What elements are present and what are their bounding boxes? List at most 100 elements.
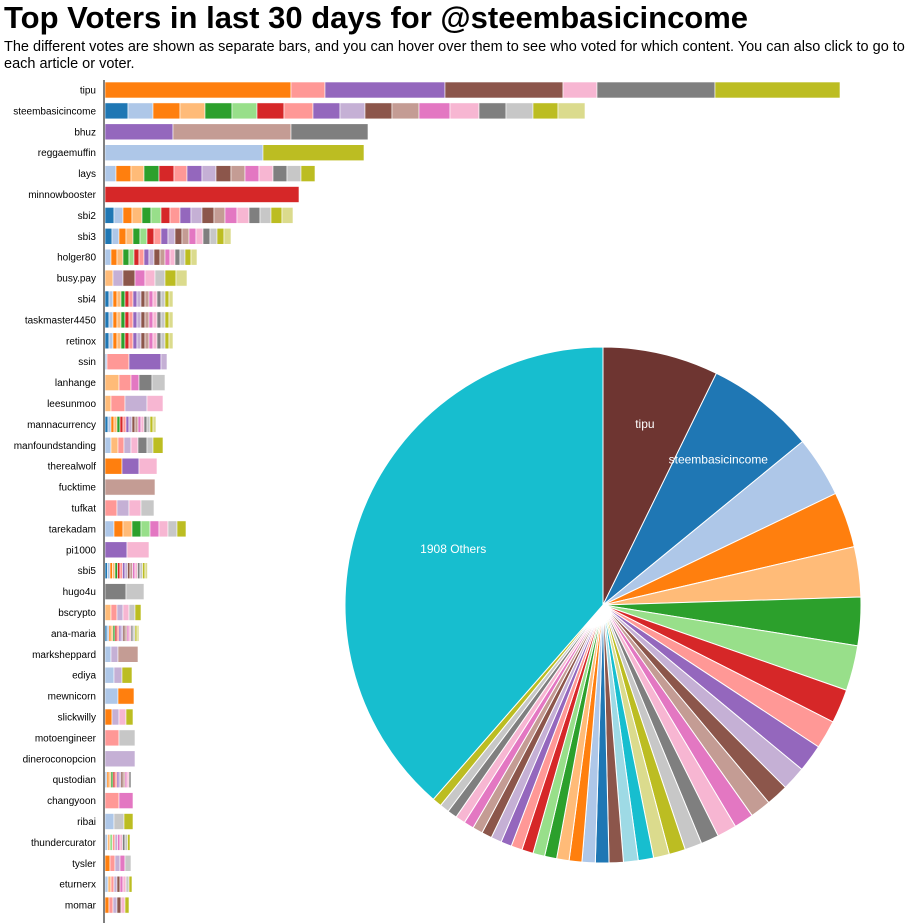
voter-row[interactable]: tarekadam	[49, 520, 187, 538]
vote-bar-segment[interactable]	[156, 332, 162, 350]
voter-name-label[interactable]: mewnicorn	[48, 692, 96, 703]
vote-bar-segment[interactable]	[120, 625, 124, 642]
voter-row[interactable]: tufkat	[72, 499, 155, 517]
voter-name-label[interactable]: bscrypto	[58, 608, 96, 619]
vote-bar-segment[interactable]	[128, 625, 132, 642]
vote-bar-segment[interactable]	[122, 207, 133, 224]
vote-bar-segment[interactable]	[116, 416, 121, 433]
vote-bar-segment[interactable]	[143, 165, 160, 182]
vote-bar-segment[interactable]	[201, 207, 215, 224]
vote-bar-segment[interactable]	[104, 395, 112, 412]
vote-bar-segment[interactable]	[108, 290, 114, 308]
voter-row[interactable]: steembasicincome	[13, 102, 586, 120]
vote-bar-segment[interactable]	[124, 625, 128, 642]
vote-bar-segment[interactable]	[130, 374, 140, 391]
vote-bar-segment[interactable]	[118, 708, 127, 726]
vote-bar-segment[interactable]	[231, 102, 258, 120]
vote-bar-segment[interactable]	[449, 102, 480, 120]
vote-bar-segment[interactable]	[142, 562, 146, 580]
vote-bar-segment[interactable]	[104, 750, 136, 768]
vote-bar-segment[interactable]	[124, 332, 130, 350]
vote-bar-segment[interactable]	[562, 81, 598, 99]
vote-bar-segment[interactable]	[104, 687, 119, 705]
vote-bar-segment[interactable]	[146, 395, 164, 412]
vote-bar-segment[interactable]	[204, 102, 233, 120]
vote-bar-segment[interactable]	[140, 520, 151, 538]
vote-bar-segment[interactable]	[364, 102, 393, 120]
vote-bar-segment[interactable]	[114, 854, 121, 872]
vote-bar-segment[interactable]	[124, 854, 132, 872]
vote-bar-segment[interactable]	[134, 562, 138, 580]
vote-bar-segment[interactable]	[144, 269, 156, 287]
vote-bar-segment[interactable]	[153, 228, 162, 245]
voter-name-label[interactable]: bhuz	[74, 127, 96, 138]
vote-bar-segment[interactable]	[110, 771, 114, 789]
vote-bar-segment[interactable]	[223, 228, 232, 245]
voter-name-label[interactable]: ana-maria	[51, 629, 96, 640]
vote-bar-segment[interactable]	[116, 248, 124, 266]
vote-bar-segment[interactable]	[107, 875, 112, 893]
vote-bar-segment[interactable]	[132, 311, 138, 329]
voter-name-label[interactable]: dineroconopcion	[23, 754, 96, 765]
vote-bar-segment[interactable]	[108, 332, 114, 350]
vote-bar-segment[interactable]	[112, 771, 116, 789]
vote-bar-segment[interactable]	[110, 248, 118, 266]
voter-name-label[interactable]: therealwolf	[48, 462, 97, 473]
vote-bar-segment[interactable]	[312, 102, 341, 120]
vote-bar-segment[interactable]	[153, 248, 161, 266]
vote-bar-segment[interactable]	[152, 311, 158, 329]
vote-bar-segment[interactable]	[128, 353, 162, 371]
vote-bar-segment[interactable]	[124, 311, 130, 329]
vote-bar-segment[interactable]	[148, 332, 154, 350]
voter-row[interactable]: qustodian	[53, 771, 132, 789]
voter-row[interactable]: taskmaster4450	[25, 311, 174, 329]
vote-bar-segment[interactable]	[132, 332, 138, 350]
vote-bar-segment[interactable]	[113, 666, 123, 684]
vote-bar-segment[interactable]	[104, 248, 112, 266]
vote-bar-segment[interactable]	[160, 311, 166, 329]
voter-row[interactable]: manfoundstanding	[14, 436, 164, 454]
vote-bar-segment[interactable]	[104, 311, 110, 329]
vote-bar-segment[interactable]	[110, 875, 115, 893]
vote-bar-segment[interactable]	[164, 311, 170, 329]
vote-bar-segment[interactable]	[244, 165, 260, 182]
vote-bar-segment[interactable]	[144, 311, 150, 329]
voter-row[interactable]: fucktime	[59, 478, 156, 496]
voter-name-label[interactable]: qustodian	[53, 775, 96, 786]
voter-row[interactable]: ediya	[72, 666, 133, 684]
voter-name-label[interactable]: busy.pay	[57, 274, 96, 285]
vote-bar-segment[interactable]	[172, 123, 292, 141]
voter-row[interactable]: pi1000	[66, 541, 150, 559]
vote-bar-segment[interactable]	[151, 374, 166, 391]
vote-bar-segment[interactable]	[139, 562, 143, 580]
vote-bar-segment[interactable]	[478, 102, 507, 120]
vote-bar-segment[interactable]	[125, 875, 130, 893]
vote-bar-segment[interactable]	[128, 248, 135, 266]
voter-row[interactable]: sbi5	[78, 562, 148, 580]
vote-bar-segment[interactable]	[160, 207, 171, 224]
vote-bar-segment[interactable]	[122, 875, 127, 893]
vote-bar-segment[interactable]	[128, 499, 142, 517]
vote-bar-segment[interactable]	[124, 771, 128, 789]
vote-bar-segment[interactable]	[112, 269, 124, 287]
vote-bar-segment[interactable]	[104, 457, 123, 475]
vote-bar-segment[interactable]	[138, 374, 153, 391]
vote-bar-segment[interactable]	[144, 332, 150, 350]
vote-bar-segment[interactable]	[104, 729, 120, 747]
vote-bar-segment[interactable]	[270, 207, 283, 224]
vote-bar-segment[interactable]	[213, 207, 226, 224]
pie-slice[interactable]	[344, 346, 604, 801]
vote-bar-segment[interactable]	[128, 311, 134, 329]
vote-bar-segment[interactable]	[215, 165, 232, 182]
vote-bar-segment[interactable]	[119, 834, 123, 851]
vote-bar-segment[interactable]	[104, 207, 115, 224]
vote-bar-segment[interactable]	[152, 102, 181, 120]
vote-bar-segment[interactable]	[124, 290, 130, 308]
vote-bar-segment[interactable]	[134, 625, 138, 642]
vote-bar-segment[interactable]	[149, 520, 160, 538]
vote-bar-segment[interactable]	[138, 248, 145, 266]
vote-bar-segment[interactable]	[186, 165, 203, 182]
vote-bar-segment[interactable]	[110, 436, 119, 454]
vote-bar-segment[interactable]	[209, 228, 218, 245]
vote-bar-segment[interactable]	[132, 625, 136, 642]
